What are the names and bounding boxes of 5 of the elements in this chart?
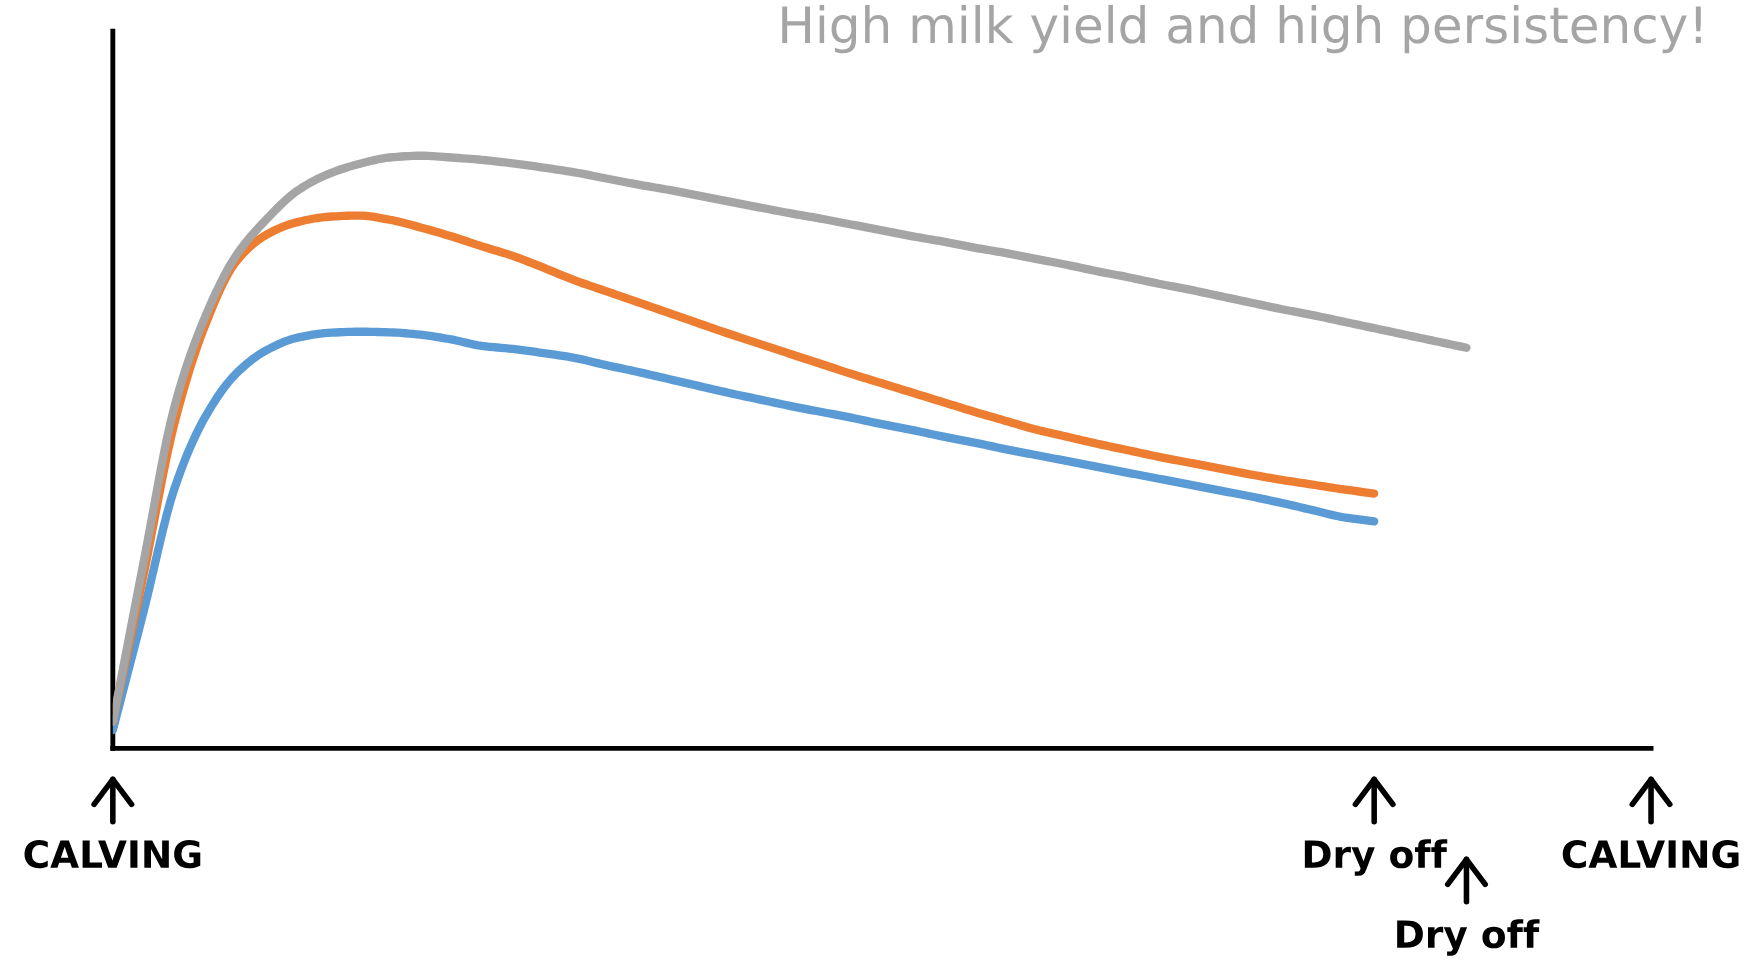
chart-title: High milk yield and high persistency! [782, 4, 1701, 54]
x-tick-label: CALVING [24, 839, 201, 869]
text: Dry off [1397, 919, 1540, 956]
x-tick-label: CALVING [1562, 839, 1739, 869]
x-tick-label: Dry off [1304, 839, 1448, 876]
